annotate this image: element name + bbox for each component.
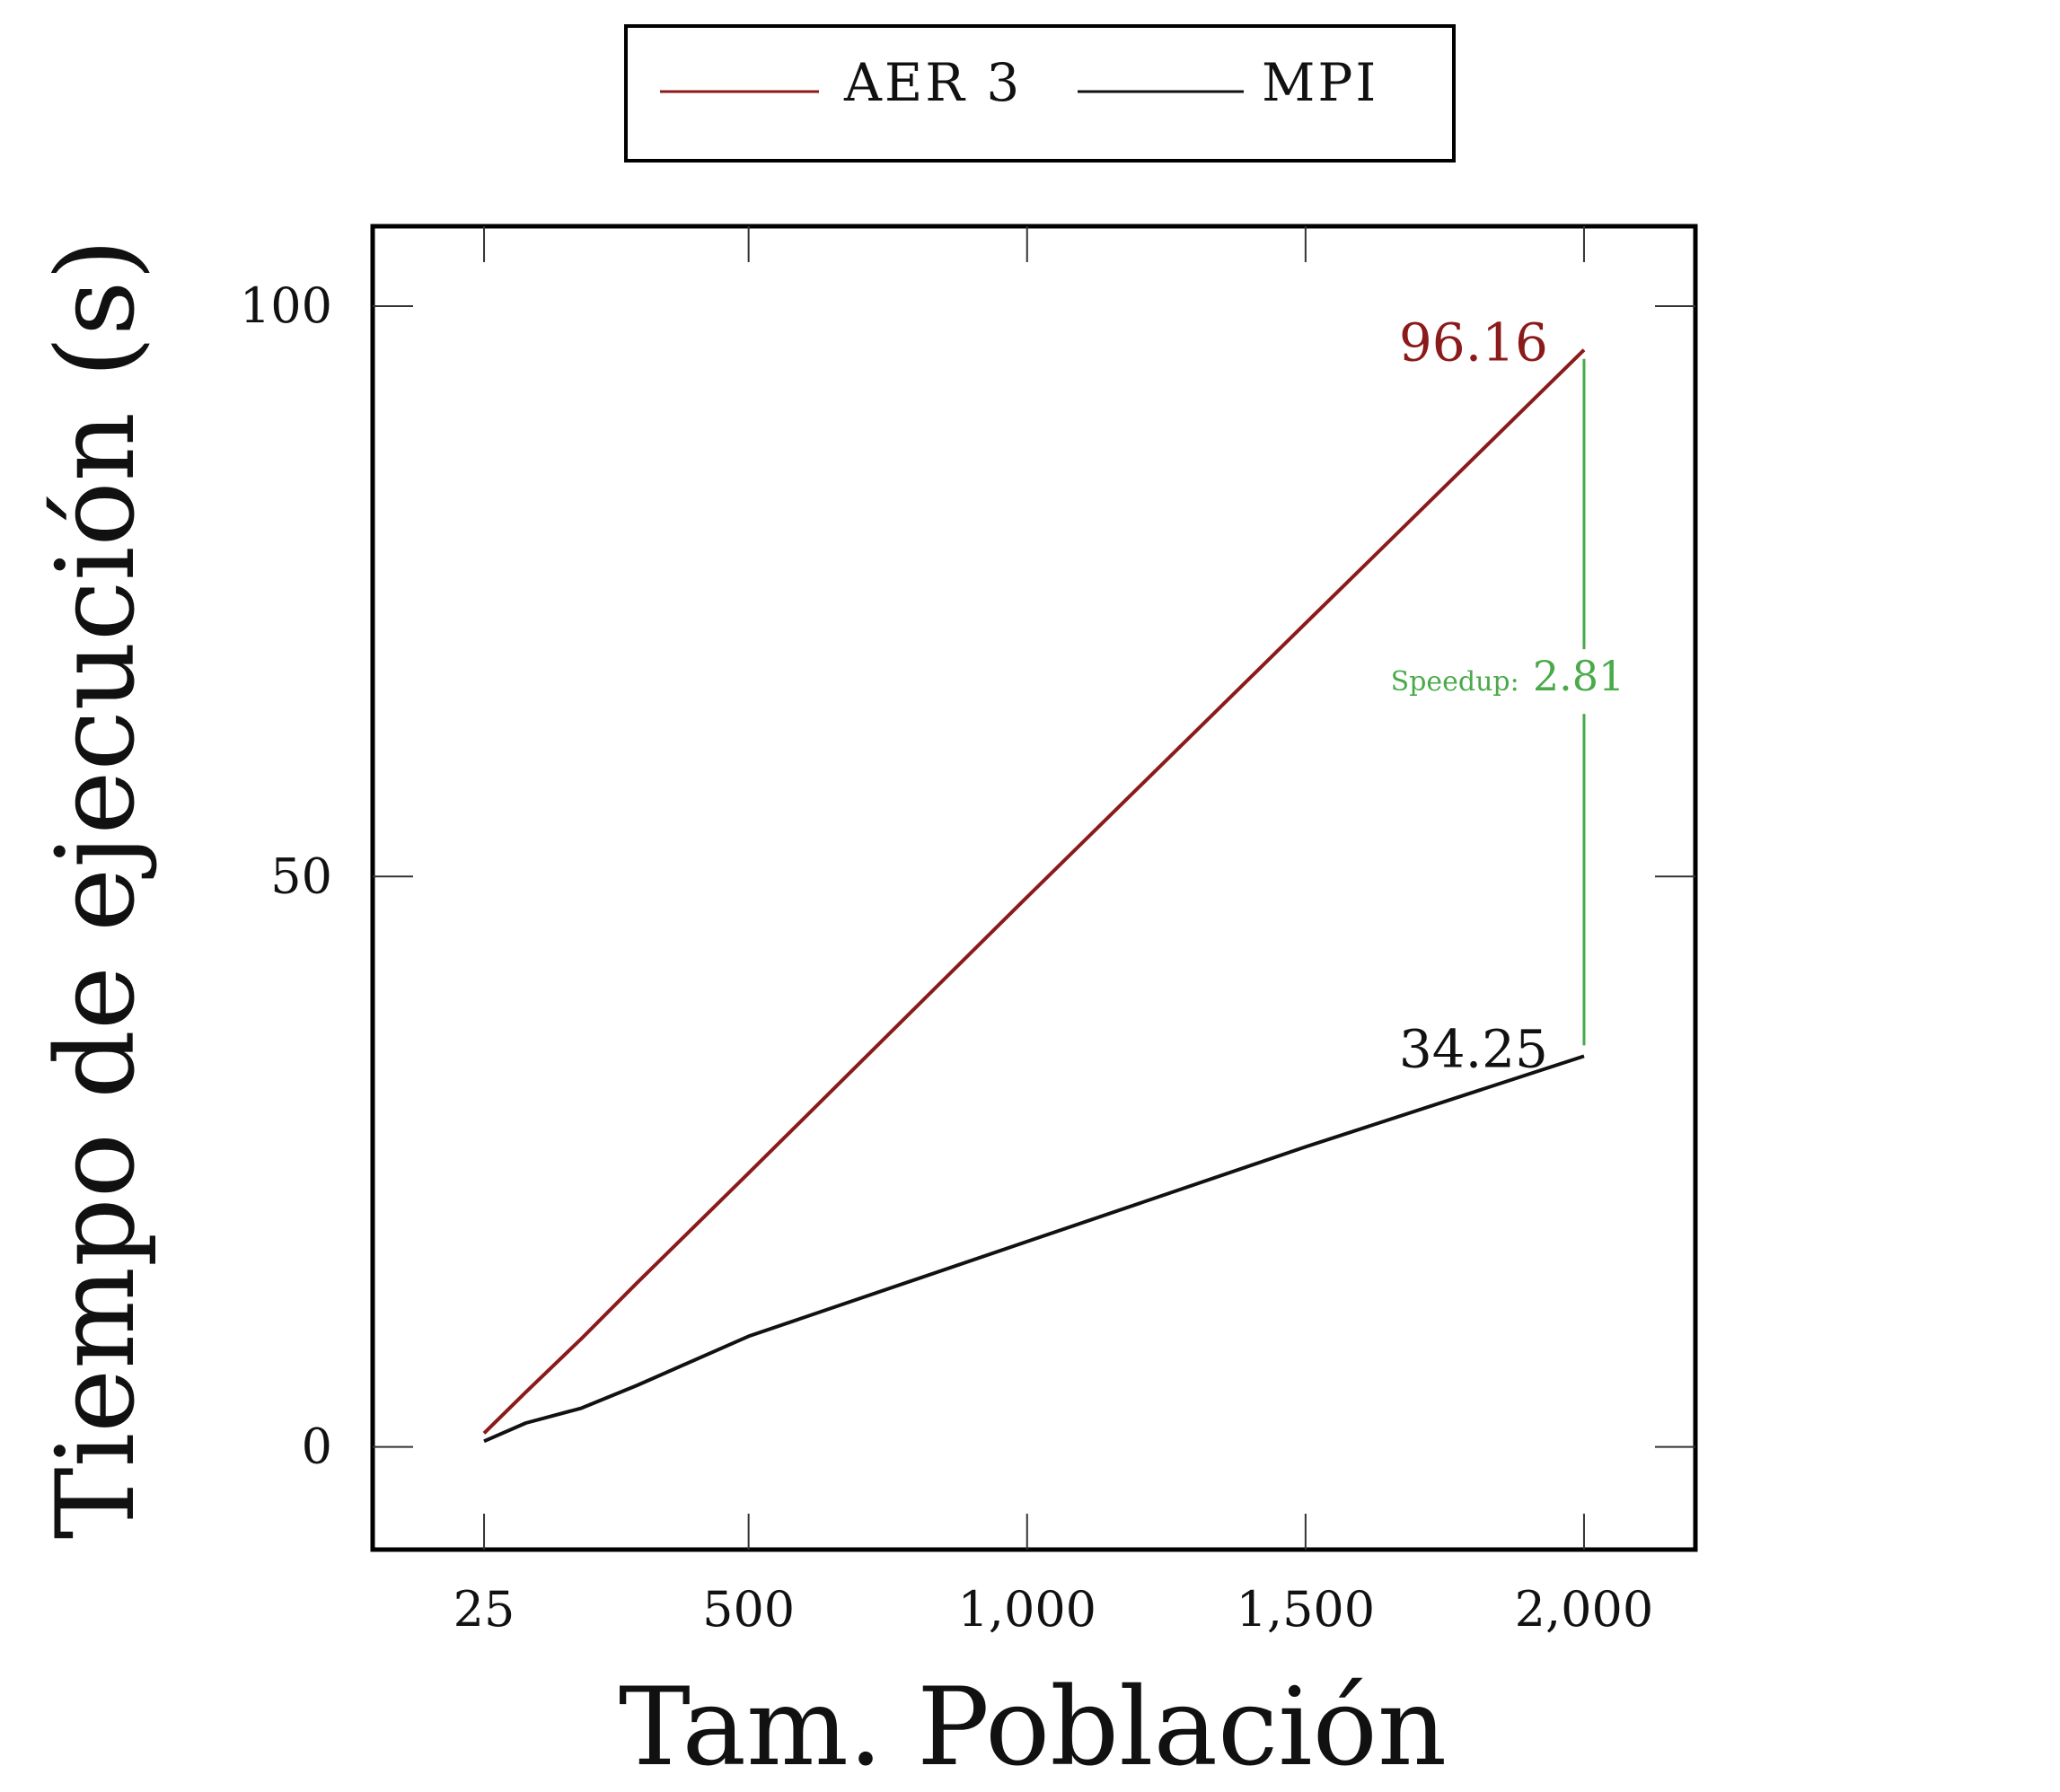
y-axis-ticks: 0 50 100 [240, 277, 1695, 1475]
speedup-value: 2.81 [1533, 652, 1624, 700]
y-tick-label: 50 [270, 848, 332, 904]
series-line-aer-3 [482, 348, 1586, 1435]
x-axis-title: Tam. Población [619, 1665, 1447, 1790]
y-tick-label: 0 [302, 1419, 332, 1475]
x-tick-label: 1,500 [1237, 1581, 1376, 1638]
x-tick-label: 1,000 [957, 1581, 1096, 1638]
annotation-layer: 96.16 34.25 Speedup: 2.81 [1391, 312, 1625, 1080]
mpi-end-value-label: 34.25 [1399, 1018, 1548, 1079]
y-axis-title: Tiempo de ejecución (s) [34, 239, 159, 1540]
series-line-mpi [483, 1054, 1585, 1444]
x-tick-label: 25 [453, 1581, 515, 1638]
aer3-end-value-label: 96.16 [1399, 312, 1548, 373]
x-tick-label: 500 [702, 1581, 795, 1638]
legend: AER 3 MPI [624, 24, 1456, 163]
legend-box [624, 24, 1456, 163]
legend-label-mpi: MPI [1262, 52, 1378, 113]
x-axis-ticks: 25 500 1,000 1,500 2,000 [453, 226, 1654, 1638]
speedup-prefix: Speedup: [1391, 666, 1519, 698]
legend-label-aer3: AER 3 [843, 52, 1022, 113]
y-tick-label: 100 [240, 277, 332, 334]
speedup-label: Speedup: 2.81 [1391, 652, 1625, 700]
plot-frame [370, 224, 1698, 1552]
x-tick-label: 2,000 [1515, 1581, 1654, 1638]
series-layer [482, 348, 1586, 1444]
